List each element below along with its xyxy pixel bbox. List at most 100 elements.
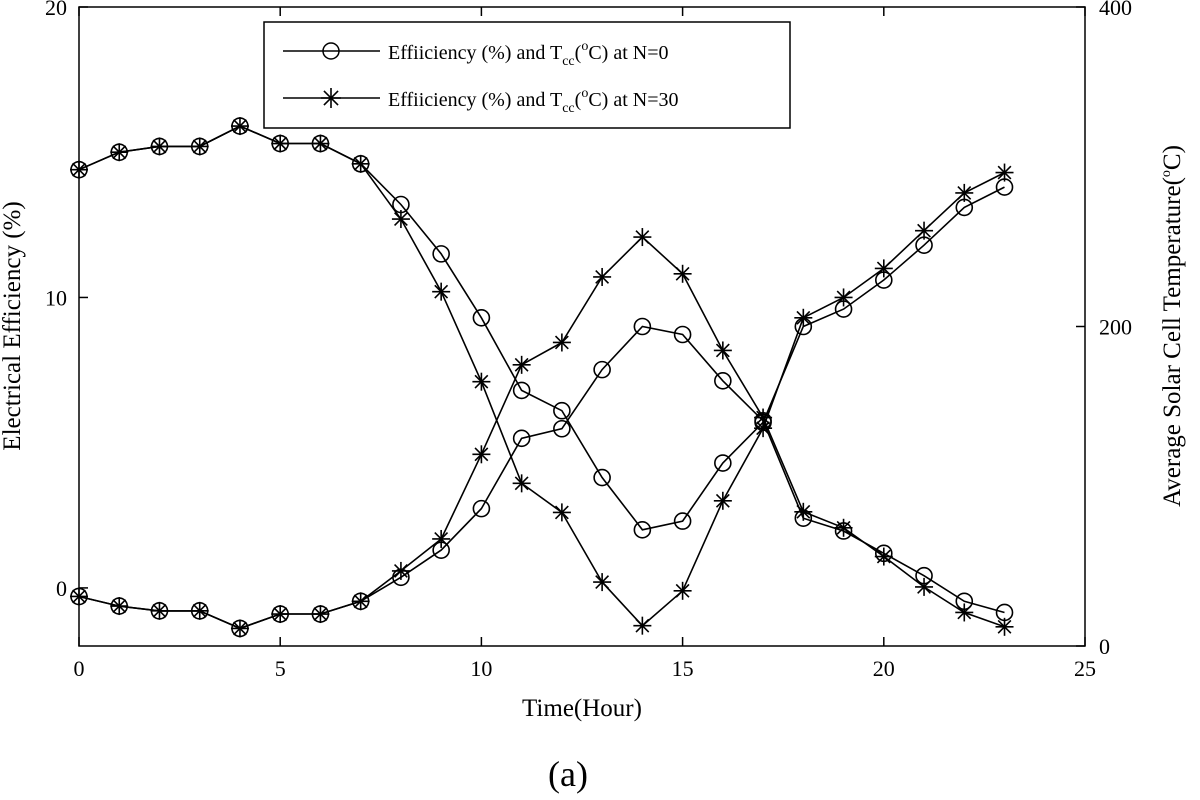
point-star-efficiency	[552, 503, 571, 522]
point-star-temperature	[955, 603, 974, 622]
point-star-efficiency	[633, 616, 652, 635]
y-right-label-sup: o	[1159, 170, 1174, 177]
y-left-tick-label: 20	[45, 0, 67, 20]
point-circle-temperature	[714, 372, 732, 390]
point-circle-temperature	[593, 360, 611, 379]
point-star-efficiency	[713, 491, 732, 510]
point-star-temperature	[512, 355, 531, 374]
point-star-temperature	[70, 587, 88, 606]
point-star-temperature	[794, 502, 813, 521]
point-star-temperature	[351, 592, 370, 611]
y-right-tick-label: 400	[1099, 0, 1132, 20]
point-star-efficiency	[512, 474, 531, 493]
point-star-temperature	[190, 601, 209, 620]
legend: Effiiciency (%) and Tcc(oC) at N=0 Effii…	[263, 21, 791, 129]
series-group	[78, 125, 1005, 630]
legend-marker-star	[321, 88, 341, 108]
legend-n0-sub: cc	[562, 54, 574, 69]
point-star-efficiency	[673, 581, 692, 600]
x-axis-label: Time(Hour)	[522, 695, 642, 722]
point-star-efficiency	[230, 117, 249, 136]
point-star-temperature	[472, 445, 491, 464]
point-circle-temperature	[512, 429, 531, 448]
x-tick-label: 10	[470, 656, 492, 681]
point-star-efficiency	[834, 288, 853, 307]
legend-n30-sup: o	[581, 86, 588, 101]
point-star-efficiency	[311, 134, 330, 153]
point-circle-efficiency	[593, 468, 611, 487]
y-left-tick-label: 0	[56, 576, 67, 601]
point-star-temperature	[834, 518, 853, 537]
point-star-efficiency	[874, 259, 893, 278]
legend-label-n0: Effiiciency (%) and Tcc(oC) at N=0	[388, 39, 668, 69]
point-star-temperature	[915, 577, 934, 596]
markers-group	[70, 117, 1014, 638]
point-circle-efficiency	[714, 454, 732, 472]
x-tick-label: 20	[873, 656, 895, 681]
legend-n30-open: (	[575, 89, 582, 111]
point-star-efficiency	[351, 154, 370, 173]
point-star-temperature	[713, 341, 732, 360]
point-star-temperature	[230, 619, 249, 638]
point-circle-efficiency	[633, 521, 652, 539]
point-star-efficiency	[150, 137, 169, 156]
series-line-circle-efficiency	[78, 125, 1005, 531]
y-right-label-main: Average Solar Cell Temperature(	[1159, 177, 1186, 507]
point-star-efficiency	[955, 183, 974, 202]
point-circle-efficiency	[553, 401, 571, 420]
legend-star-glyph	[321, 88, 341, 108]
legend-n30-suffix: C) at N=30	[588, 89, 678, 111]
legend-box	[263, 21, 791, 129]
legend-n0-suffix: C) at N=0	[588, 42, 668, 64]
point-star-temperature	[271, 605, 290, 624]
y-right-label-end: C)	[1159, 145, 1186, 170]
point-circle-temperature	[673, 325, 692, 344]
legend-n0-open: (	[575, 42, 582, 64]
y-axis-right-label: Average Solar Cell Temperature(oC)	[1159, 145, 1186, 507]
point-star-efficiency	[995, 163, 1014, 182]
point-star-temperature	[150, 601, 169, 620]
legend-label-n30: Effiiciency (%) and Tcc(oC) at N=30	[388, 86, 678, 116]
point-circle-temperature	[472, 499, 491, 518]
legend-marker-circle	[322, 42, 340, 60]
point-circle-efficiency	[432, 245, 450, 263]
legend-n0-prefix: Effiiciency (%) and T	[388, 42, 562, 64]
series-line-circle-temperature	[78, 325, 1005, 630]
point-star-temperature	[110, 597, 129, 616]
point-star-temperature	[995, 617, 1014, 636]
point-star-efficiency	[110, 143, 129, 162]
point-star-efficiency	[794, 308, 813, 327]
point-star-temperature	[754, 408, 773, 427]
point-star-temperature	[593, 267, 612, 286]
series-line-star-efficiency	[78, 125, 1005, 627]
point-star-efficiency	[190, 137, 209, 156]
point-circle-efficiency	[472, 308, 491, 327]
point-star-temperature	[391, 561, 410, 580]
point-star-temperature	[673, 264, 692, 283]
legend-n30-sub: cc	[562, 101, 574, 116]
point-star-efficiency	[271, 134, 290, 153]
legend-n30-prefix: Effiiciency (%) and T	[388, 89, 562, 111]
point-star-efficiency	[593, 573, 612, 592]
point-circle-efficiency	[673, 512, 692, 530]
point-circle-temperature	[553, 419, 571, 438]
y-left-tick-label: 10	[45, 285, 67, 310]
point-circle-temperature	[633, 317, 652, 336]
x-tick-label: 25	[1074, 656, 1096, 681]
point-star-efficiency	[432, 282, 451, 301]
y-right-tick-label: 0	[1099, 634, 1110, 659]
point-star-temperature	[311, 605, 330, 624]
x-tick-label: 15	[672, 656, 694, 681]
point-star-temperature	[432, 529, 451, 548]
point-star-efficiency	[915, 221, 934, 240]
point-star-temperature	[552, 333, 571, 352]
point-star-temperature	[633, 228, 652, 247]
point-circle-efficiency	[512, 381, 531, 400]
figure-caption: (a)	[548, 754, 588, 794]
point-star-efficiency	[70, 160, 88, 179]
legend-n0-sup: o	[581, 39, 588, 54]
point-star-efficiency	[391, 210, 410, 229]
y-axis-left-label: Electrical Efficiency (%)	[0, 201, 26, 450]
